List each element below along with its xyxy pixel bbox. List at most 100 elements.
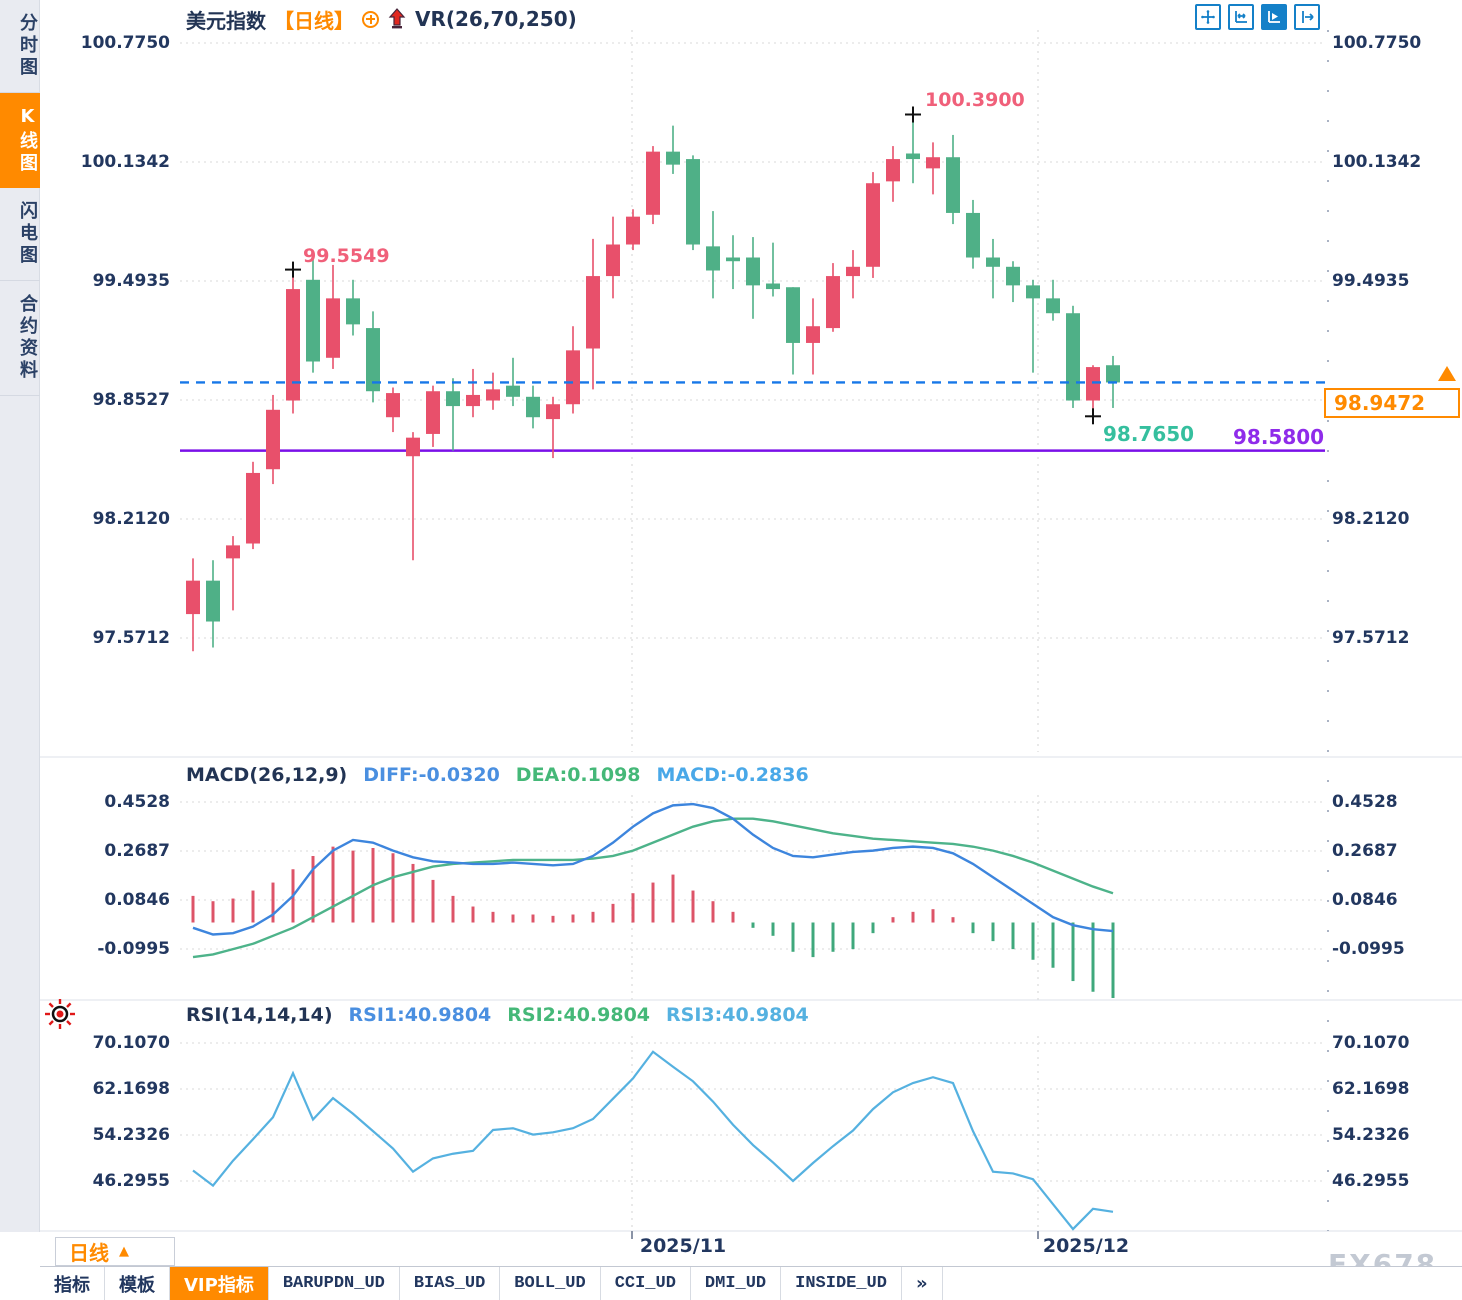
y-axis-label: -0.0995 xyxy=(97,938,170,959)
x-axis-label: 2025/12 xyxy=(1042,1235,1130,1257)
x-axis-label: 2025/11 xyxy=(639,1235,727,1257)
up-arrow-icon[interactable] xyxy=(387,8,407,30)
candle-body xyxy=(426,391,440,434)
candle-body xyxy=(866,183,880,267)
candle-body xyxy=(1086,367,1100,401)
candle-body xyxy=(686,159,700,245)
candle-body xyxy=(626,216,640,245)
candle-body xyxy=(566,350,580,405)
y-axis-label: 0.4528 xyxy=(104,791,170,812)
candle-body xyxy=(906,153,920,160)
candle-body xyxy=(746,257,760,286)
rsi-header: RSI(14,14,14) RSI1:40.9804 RSI2:40.9804 … xyxy=(186,1004,809,1026)
y-axis-label: 0.0846 xyxy=(104,889,170,910)
macd-diff-value: DIFF:-0.0320 xyxy=(363,764,500,786)
tab-BIAS_UD[interactable]: BIAS_UD xyxy=(400,1267,501,1300)
tab-»[interactable]: » xyxy=(902,1267,943,1300)
candle-body xyxy=(226,545,240,559)
candle-body xyxy=(606,244,620,277)
axis-play-icon[interactable] xyxy=(1261,4,1287,30)
caret-up-icon: ▲ xyxy=(119,1244,129,1259)
candle-body xyxy=(846,266,860,277)
sidebar-item-分时图[interactable]: 分时图 xyxy=(0,0,40,93)
sidebar-item-合约资料[interactable]: 合约资料 xyxy=(0,281,40,396)
tab-VIP指标[interactable]: VIP指标 xyxy=(170,1267,269,1300)
period-selector[interactable]: 日线 ▲ xyxy=(55,1237,175,1266)
candle-body xyxy=(346,298,360,325)
rsi-plot-area[interactable] xyxy=(180,1036,1325,1231)
sidebar-item-闪电图[interactable]: 闪电图 xyxy=(0,188,40,281)
axis-range-icon[interactable] xyxy=(1228,4,1254,30)
tab-模板[interactable]: 模板 xyxy=(105,1267,170,1300)
tab-指标[interactable]: 指标 xyxy=(40,1267,105,1300)
y-axis-label: 99.4935 xyxy=(92,271,170,291)
candle-body xyxy=(206,580,220,622)
macd-diff-line xyxy=(192,802,1114,936)
candle-body xyxy=(806,326,820,343)
period-tag[interactable]: 【日线】 xyxy=(274,8,354,33)
macd-dea-value: DEA:0.1098 xyxy=(515,764,641,786)
candle-body xyxy=(946,157,960,213)
y-axis-label: 100.1342 xyxy=(1332,152,1422,172)
price-up-arrow-icon xyxy=(1438,366,1456,381)
chart-header: 美元指数 【日线】 VR(26,70,250) xyxy=(186,6,577,33)
tab-CCI_UD[interactable]: CCI_UD xyxy=(601,1267,691,1300)
candle-body xyxy=(726,257,740,262)
candle-body xyxy=(1066,313,1080,401)
main-plot-area[interactable] xyxy=(180,30,1325,752)
tab-BOLL_UD[interactable]: BOLL_UD xyxy=(500,1267,601,1300)
y-axis-label: 62.1698 xyxy=(92,1079,170,1099)
rsi-title: RSI(14,14,14) xyxy=(186,1004,333,1026)
marked-high2-label: 100.3900 xyxy=(925,89,1025,111)
candle-body xyxy=(1046,298,1060,314)
y-axis-label: -0.0995 xyxy=(1332,938,1405,959)
macd-title: MACD(26,12,9) xyxy=(186,764,348,786)
y-axis-label: 46.2955 xyxy=(92,1170,170,1191)
tab-DMI_UD[interactable]: DMI_UD xyxy=(691,1267,782,1300)
y-axis-label: 100.7750 xyxy=(80,33,170,53)
candle-body xyxy=(406,437,420,457)
candle-body xyxy=(826,276,840,329)
candle-body xyxy=(766,283,780,290)
indicator-alert-icon[interactable] xyxy=(44,998,76,1030)
symbol-title: 美元指数 xyxy=(186,8,266,33)
period-selector-label: 日线 xyxy=(69,1241,109,1265)
crosshair-icon[interactable] xyxy=(1195,4,1221,30)
tab-INSIDE_UD[interactable]: INSIDE_UD xyxy=(781,1267,902,1300)
candle-body xyxy=(286,289,300,401)
candle-body xyxy=(506,385,520,397)
chart-toolbar xyxy=(1195,4,1320,30)
y-axis-label: 99.4935 xyxy=(1332,271,1410,291)
macd-dea-line xyxy=(192,817,1114,959)
candle-body xyxy=(526,396,540,418)
candle-body xyxy=(246,472,260,544)
candle-body xyxy=(786,287,800,343)
candle-body xyxy=(446,391,460,407)
candle-body xyxy=(586,276,600,349)
indicator-title: VR(26,70,250) xyxy=(415,7,577,31)
macd-macd-value: MACD:-0.2836 xyxy=(656,764,809,786)
candle-body xyxy=(386,393,400,418)
candle-body xyxy=(646,151,660,215)
candle-body xyxy=(546,404,560,420)
candle-body xyxy=(186,580,200,615)
support-price-label: 98.5800 xyxy=(1233,425,1325,449)
candle-body xyxy=(486,389,500,401)
sidebar-item-K线图[interactable]: K线图 xyxy=(0,93,40,188)
shift-right-icon[interactable] xyxy=(1294,4,1320,30)
y-axis-label: 100.1342 xyxy=(80,152,170,172)
add-indicator-icon[interactable] xyxy=(362,10,379,28)
y-axis-label: 97.5712 xyxy=(92,628,170,648)
candle-body xyxy=(326,298,340,358)
macd-plot-area[interactable] xyxy=(180,795,1325,1000)
y-axis-label: 46.2955 xyxy=(1332,1170,1410,1191)
candle-body xyxy=(366,328,380,392)
y-axis-label: 54.2326 xyxy=(1332,1125,1410,1145)
candle-body xyxy=(1006,266,1020,286)
y-axis-label: 62.1698 xyxy=(1332,1079,1410,1099)
tab-BARUPDN_UD[interactable]: BARUPDN_UD xyxy=(269,1267,400,1300)
macd-header: MACD(26,12,9) DIFF:-0.0320 DEA:0.1098 MA… xyxy=(186,764,809,786)
rsi2-value: RSI2:40.9804 xyxy=(507,1004,651,1026)
current-price-badge: 98.9472 xyxy=(1324,388,1460,418)
